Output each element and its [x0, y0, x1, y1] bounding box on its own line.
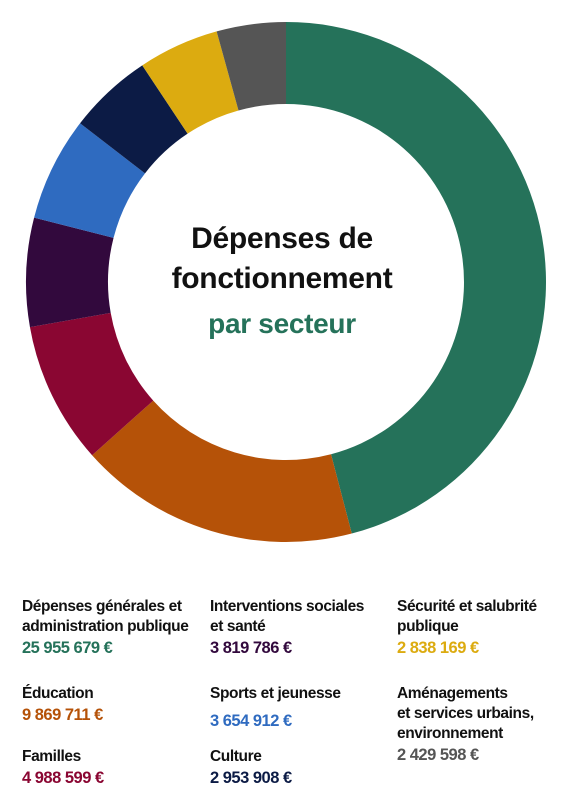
legend-item-interventions-sociales: Interventions sociales et santé 3 819 78…: [210, 597, 364, 659]
legend-value-amenagements: 2 429 598 €: [397, 746, 479, 764]
donut-slice-familles: [29, 312, 154, 456]
legend-label-administration-line-2: administration publique: [22, 618, 189, 635]
chart-legend: Dépenses générales et administration pub…: [0, 597, 564, 797]
legend-value-education: 9 869 711 €: [22, 706, 103, 724]
legend-label-interventions-line-2: et santé: [210, 618, 266, 635]
legend-value-securite: 2 838 169 €: [397, 639, 479, 657]
donut-slice-culture: [80, 65, 188, 174]
legend-label-administration-line-1: Dépenses générales et: [22, 598, 182, 615]
legend-item-administration: Dépenses générales et administration pub…: [22, 597, 189, 659]
chart-title-line-2: fonctionnement: [171, 262, 393, 295]
legend-label-securite-line-1: Sécurité et salubrité: [397, 598, 537, 615]
legend-item-education: Éducation 9 869 711 €: [22, 684, 103, 726]
donut-slice-sports-et-jeunesse: [34, 123, 146, 238]
legend-label-familles: Familles: [22, 748, 81, 765]
legend-item-sports: Sports et jeunesse 3 654 912 €: [210, 684, 341, 732]
legend-item-familles: Familles 4 988 599 €: [22, 747, 104, 789]
donut-slice-amenagements-et-services-urbains-environnement: [216, 22, 286, 111]
donut-slice-depenses-generales-et-administration-publique: [286, 22, 546, 534]
legend-value-sports: 3 654 912 €: [210, 712, 292, 730]
legend-label-amenagements-line-3: environnement: [397, 725, 503, 742]
legend-item-culture: Culture 2 953 908 €: [210, 747, 292, 789]
chart-subtitle: par secteur: [208, 308, 356, 339]
legend-value-administration: 25 955 679 €: [22, 639, 113, 657]
legend-label-sports: Sports et jeunesse: [210, 685, 341, 702]
donut-slice-securite-et-salubrite-publique: [142, 31, 239, 134]
legend-label-education: Éducation: [22, 685, 94, 702]
donut-slice-education: [92, 400, 352, 542]
legend-label-interventions-line-1: Interventions sociales: [210, 598, 365, 615]
legend-value-familles: 4 988 599 €: [22, 769, 104, 787]
legend-item-amenagements: Aménagements et services urbains, enviro…: [397, 684, 534, 766]
legend-label-securite-line-2: publique: [397, 618, 459, 635]
legend-item-securite: Sécurité et salubrité publique 2 838 169…: [397, 597, 537, 659]
legend-label-amenagements-line-2: et services urbains,: [397, 705, 534, 722]
chart-title-line-1: Dépenses de: [191, 222, 373, 255]
legend-value-interventions: 3 819 786 €: [210, 639, 292, 657]
legend-value-culture: 2 953 908 €: [210, 769, 292, 787]
donut-chart: [25, 22, 546, 542]
donut-slice-interventions-sociales-et-sante: [25, 217, 114, 328]
legend-label-amenagements-line-1: Aménagements: [397, 685, 508, 702]
legend-label-culture: Culture: [210, 748, 262, 765]
